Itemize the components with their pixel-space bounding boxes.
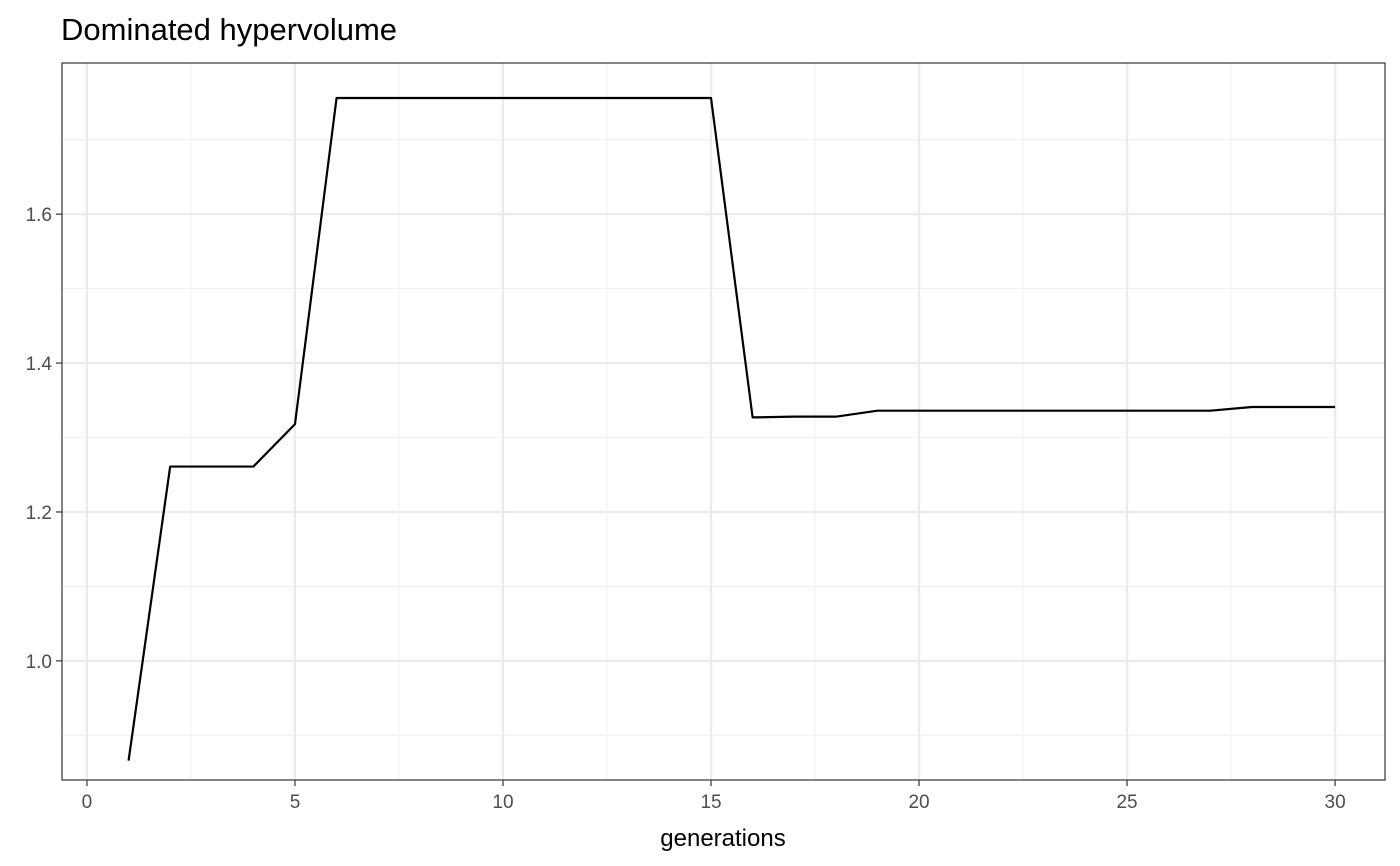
y-axis: 1.0 1.2 1.4 1.6 [26,205,62,673]
x-tick-label: 15 [700,792,721,813]
x-tick-label: 25 [1116,792,1137,813]
x-axis-title: generations [660,825,785,852]
y-tick-label: 1.2 [26,503,52,524]
y-tick-label: 1.0 [26,652,52,673]
y-tick-label: 1.6 [26,205,52,226]
y-tick-label: 1.4 [26,354,53,375]
minor-gridlines [62,63,1385,780]
x-tick-label: 20 [908,792,929,813]
x-axis: 0 5 10 15 20 25 30 [82,780,1346,813]
x-tick-label: 0 [82,792,93,813]
x-tick-label: 5 [290,792,301,813]
series-layer [127,96,1336,761]
x-tick-label: 30 [1325,792,1346,813]
chart-title: Dominated hypervolume [61,12,397,47]
plot-panel-border [61,62,1386,781]
major-gridlines [62,63,1385,780]
x-tick-label: 10 [492,792,513,813]
series-line [127,96,1336,761]
